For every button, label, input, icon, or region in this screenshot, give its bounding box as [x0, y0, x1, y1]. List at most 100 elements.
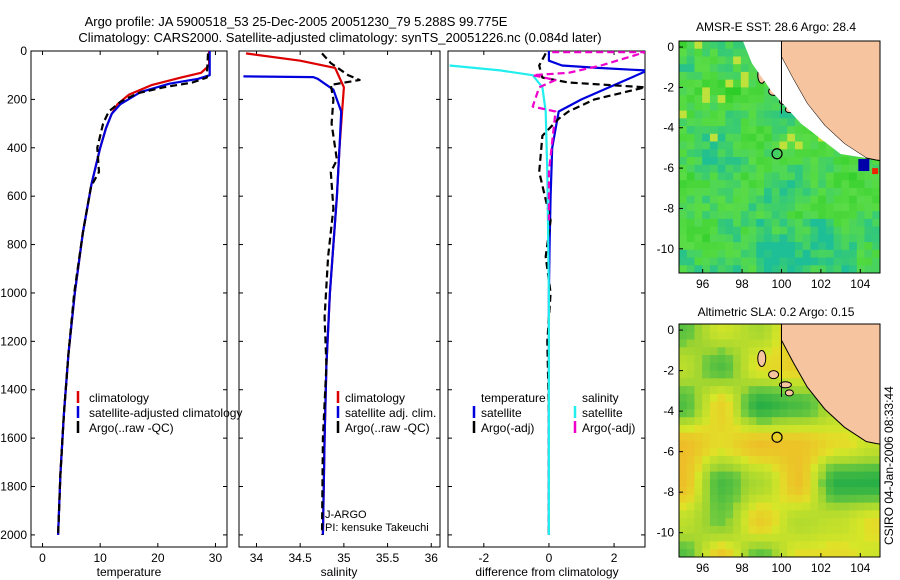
map-cell	[849, 456, 858, 465]
map-cell	[810, 157, 819, 166]
map-cell	[787, 525, 796, 535]
map-cell	[810, 187, 819, 197]
map-cell	[771, 95, 781, 104]
map-cell	[771, 324, 781, 333]
map-cell	[841, 487, 850, 496]
map-cell	[725, 448, 734, 457]
map-cell	[748, 149, 757, 158]
map-cell	[748, 172, 757, 181]
map-cell	[864, 479, 873, 488]
map-cell	[733, 257, 742, 266]
map-cell	[802, 203, 812, 212]
map-cell	[764, 401, 773, 411]
map-cell	[725, 211, 734, 220]
map-cell	[709, 347, 719, 356]
map-cell	[771, 149, 781, 158]
legend-label-temp-argo: Argo(-adj)	[481, 421, 534, 435]
map-cell	[764, 102, 773, 112]
map-cell	[756, 549, 765, 557]
map-cell	[694, 432, 703, 442]
map-cell	[756, 502, 765, 511]
map-cell	[764, 525, 773, 535]
y-tick-label: 1000	[0, 286, 27, 300]
map-cell	[794, 242, 804, 251]
map-cell	[802, 424, 812, 434]
map-cell	[787, 518, 796, 527]
map-cell	[825, 424, 835, 434]
map-cell	[733, 541, 742, 550]
map-cell	[779, 463, 788, 473]
map-cell	[717, 141, 726, 150]
map-cell	[771, 456, 781, 465]
sla-map: 96 98 100 102 104 0 -2 -4 -6 -8 -10	[657, 323, 881, 575]
map-cell	[717, 479, 726, 488]
map-cell	[725, 331, 734, 341]
map-cell	[818, 409, 827, 418]
map-cell	[748, 549, 757, 557]
map-cell	[740, 401, 750, 411]
map-cell	[686, 265, 696, 273]
map-cell	[787, 110, 796, 119]
map-cell	[764, 339, 773, 348]
map-cell	[833, 510, 842, 519]
map-cell	[764, 242, 773, 251]
map-cell	[717, 494, 726, 504]
map-cell	[740, 95, 750, 104]
map-cell	[810, 141, 819, 150]
map-cell	[771, 393, 781, 403]
map-cell	[794, 463, 804, 473]
map-cell	[764, 347, 773, 356]
map-cell	[794, 494, 804, 504]
map-cell	[810, 218, 819, 228]
map-cell	[771, 386, 781, 395]
map-cell	[725, 471, 734, 480]
map-cell	[702, 378, 711, 387]
map-cell	[764, 518, 773, 527]
map-cell	[725, 218, 734, 228]
map-cell	[779, 510, 788, 519]
map-cell	[748, 409, 757, 418]
map-cell	[686, 195, 696, 204]
map-cell	[733, 487, 742, 496]
map-cell	[740, 533, 750, 543]
map-cell	[709, 401, 719, 411]
map-cell	[779, 187, 788, 197]
map-cell	[740, 242, 750, 251]
map-cell	[694, 187, 703, 197]
map-cell	[679, 265, 688, 273]
map-cell	[717, 324, 726, 333]
map-cell	[756, 541, 765, 550]
map-cell	[787, 440, 796, 449]
map-cell	[717, 172, 726, 181]
pi-name-label: PI: kensuke Takeuchi	[325, 522, 429, 534]
map-cell	[810, 401, 819, 411]
map-cell	[764, 172, 773, 181]
map-cell	[779, 102, 788, 112]
map-cell	[810, 226, 819, 235]
map-cell	[841, 518, 850, 527]
map-cell	[856, 494, 866, 504]
map-cell	[779, 549, 788, 557]
map-cell	[787, 195, 796, 204]
map-cell	[686, 424, 696, 434]
map-cell	[864, 494, 873, 504]
map-cell	[694, 448, 703, 457]
map-cell	[810, 463, 819, 473]
map-cell	[748, 401, 757, 411]
map-cell	[740, 195, 750, 204]
map-cell	[771, 187, 781, 197]
map-cell	[686, 448, 696, 457]
map-cell	[810, 494, 819, 504]
map-cell	[794, 533, 804, 543]
map-cell	[679, 87, 688, 96]
series-group	[57, 51, 211, 535]
map-cell	[740, 324, 750, 333]
map-cell	[756, 463, 765, 473]
map-cell	[709, 386, 719, 395]
series-line-salinity-satellite	[449, 64, 551, 535]
map-cell	[841, 541, 850, 550]
map-cell	[787, 471, 796, 480]
map-cell	[702, 417, 711, 426]
map-cell	[764, 149, 773, 158]
map-cell	[717, 440, 726, 449]
